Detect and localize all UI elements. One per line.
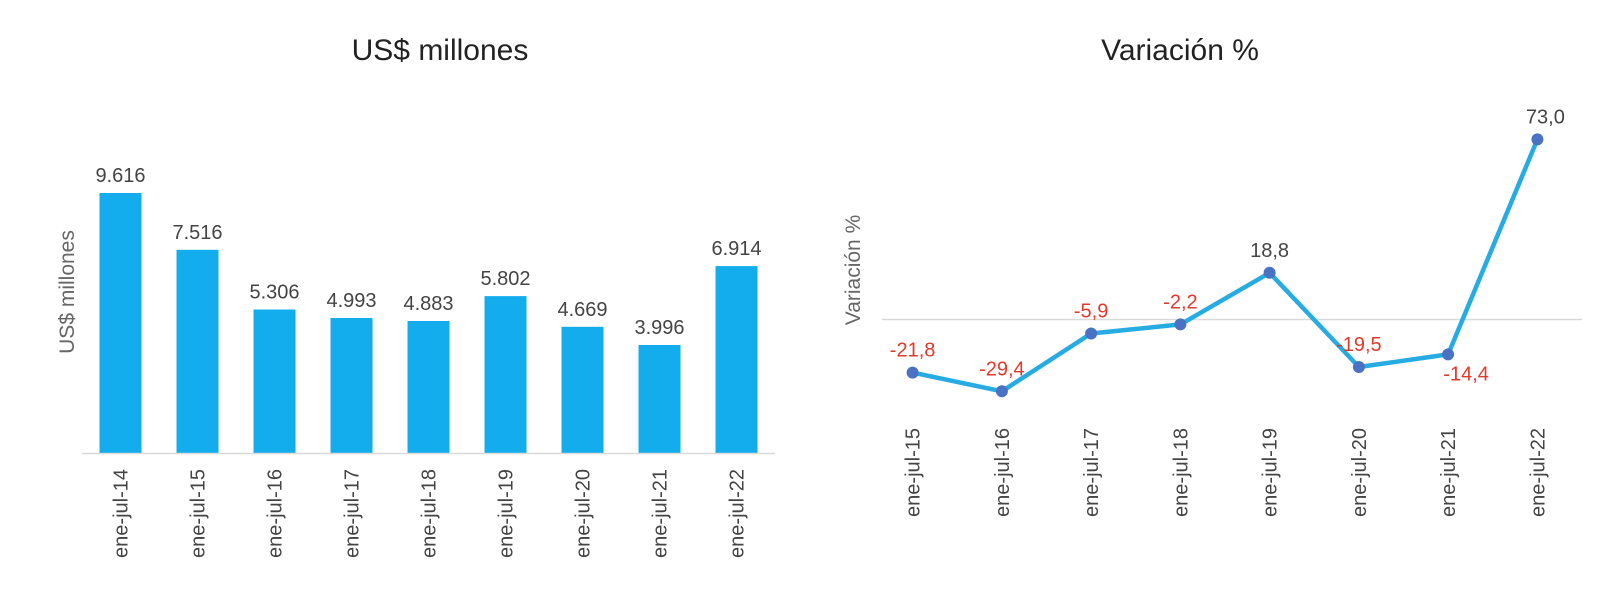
bar-data-label-ene-jul-14: 9.616 — [95, 165, 145, 187]
bar-x-tick-label-ene-jul-21: ene-jul-21 — [650, 469, 672, 558]
line-x-tick-label-ene-jul-21: ene-jul-21 — [1438, 428, 1460, 517]
bar-chart-ylabel: US$ millones — [56, 230, 79, 354]
line-marker-ene-jul-21 — [1442, 348, 1455, 361]
bar-data-label-ene-jul-18: 4.883 — [403, 293, 453, 315]
bar-chart-title: US$ millones — [352, 34, 529, 67]
line-marker-ene-jul-19 — [1263, 266, 1276, 279]
bar-data-label-ene-jul-19: 5.802 — [480, 268, 530, 290]
line-x-tick-label-ene-jul-22: ene-jul-22 — [1527, 428, 1549, 517]
bar-ene-jul-19 — [484, 296, 527, 453]
bar-x-tick-label-ene-jul-19: ene-jul-19 — [496, 469, 518, 558]
line-data-label-ene-jul-15: -21,8 — [890, 340, 936, 362]
line-x-tick-label-ene-jul-20: ene-jul-20 — [1349, 428, 1371, 517]
bar-data-label-ene-jul-20: 4.669 — [557, 299, 607, 321]
line-x-tick-label-ene-jul-17: ene-jul-17 — [1081, 428, 1103, 517]
bar-x-tick-label-ene-jul-17: ene-jul-17 — [342, 469, 364, 558]
line-data-label-ene-jul-22: 73,0 — [1526, 106, 1565, 128]
bar-data-label-ene-jul-17: 4.993 — [326, 290, 376, 312]
bar-x-tick-label-ene-jul-22: ene-jul-22 — [727, 469, 749, 558]
bar-ene-jul-17 — [330, 318, 373, 453]
line-x-tick-label-ene-jul-19: ene-jul-19 — [1260, 428, 1282, 517]
bar-ene-jul-15 — [176, 249, 219, 453]
line-x-tick-label-ene-jul-18: ene-jul-18 — [1170, 428, 1192, 517]
bar-ene-jul-21 — [638, 345, 681, 453]
line-data-label-ene-jul-18: -2,2 — [1163, 291, 1197, 313]
line-marker-ene-jul-17 — [1085, 327, 1098, 340]
bar-x-tick-label-ene-jul-18: ene-jul-18 — [419, 469, 441, 558]
bar-ene-jul-14 — [99, 193, 142, 453]
bar-ene-jul-20 — [561, 326, 604, 453]
bar-data-label-ene-jul-21: 3.996 — [634, 317, 684, 339]
line-data-label-ene-jul-20: -19,5 — [1336, 334, 1382, 356]
line-marker-ene-jul-16 — [995, 385, 1008, 398]
bar-x-tick-label-ene-jul-16: ene-jul-16 — [265, 469, 287, 558]
line-data-label-ene-jul-17: -5,9 — [1074, 301, 1108, 323]
line-marker-ene-jul-22 — [1531, 133, 1544, 146]
bar-ene-jul-22 — [715, 266, 758, 453]
line-data-label-ene-jul-16: -29,4 — [979, 358, 1025, 380]
bar-x-tick-label-ene-jul-20: ene-jul-20 — [573, 469, 595, 558]
line-x-tick-label-ene-jul-16: ene-jul-16 — [992, 428, 1014, 517]
line-data-label-ene-jul-19: 18,8 — [1250, 240, 1289, 262]
line-data-label-ene-jul-21: -14,4 — [1443, 363, 1489, 385]
line-chart-title: Variación % — [1101, 34, 1259, 67]
bar-ene-jul-18 — [407, 321, 450, 453]
line-marker-ene-jul-20 — [1352, 361, 1365, 373]
bar-data-label-ene-jul-15: 7.516 — [172, 222, 222, 244]
line-series-path — [912, 138, 1540, 394]
line-marker-ene-jul-15 — [906, 366, 919, 379]
line-marker-ene-jul-18 — [1174, 318, 1187, 331]
bar-data-label-ene-jul-22: 6.914 — [711, 238, 761, 260]
bar-ene-jul-16 — [253, 309, 296, 453]
bar-x-tick-label-ene-jul-15: ene-jul-15 — [188, 469, 210, 558]
line-x-tick-label-ene-jul-15: ene-jul-15 — [903, 428, 925, 517]
bar-x-tick-label-ene-jul-14: ene-jul-14 — [111, 469, 133, 558]
bar-data-label-ene-jul-16: 5.306 — [249, 282, 299, 304]
line-chart-ylabel: Variación % — [842, 215, 865, 326]
